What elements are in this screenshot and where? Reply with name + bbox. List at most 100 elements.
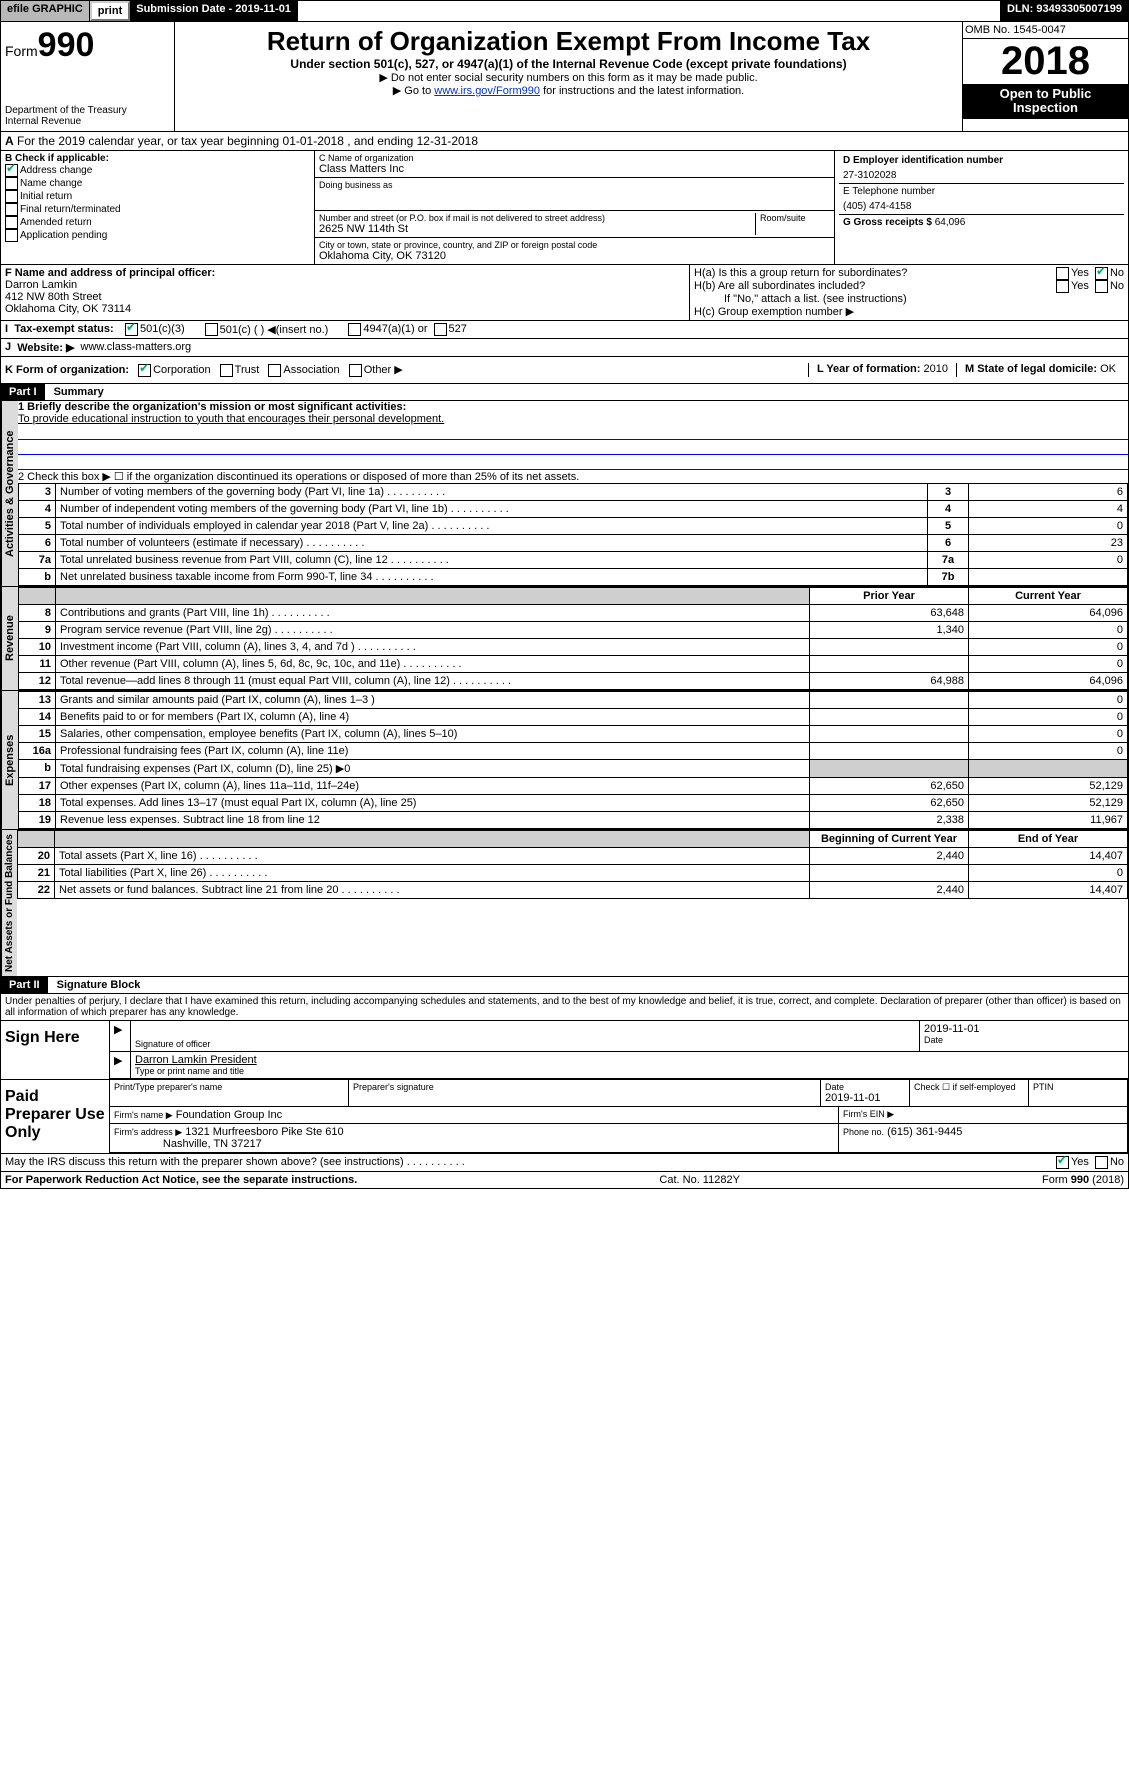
- sign-here-block: Sign Here ▶ Signature of officer 2019-11…: [0, 1021, 1129, 1080]
- website-value: www.class-matters.org: [81, 341, 192, 354]
- dln-label: DLN: 93493305007199: [1001, 1, 1128, 21]
- hb-label: H(b) Are all subordinates included?: [694, 280, 1056, 293]
- officer-addr1: 412 NW 80th Street: [5, 291, 685, 303]
- g-receipts-label: G Gross receipts $: [843, 217, 932, 228]
- checkbox-final-return-terminated[interactable]: Final return/terminated: [5, 203, 310, 216]
- e-phone-label: E Telephone number: [843, 186, 1120, 197]
- org-name: Class Matters Inc: [319, 163, 830, 175]
- ein-value: 27-3102028: [843, 170, 1120, 181]
- officer-addr2: Oklahoma City, OK 73114: [5, 303, 685, 315]
- submission-date-label: Submission Date - 2019-11-01: [130, 1, 298, 21]
- assoc-checkbox[interactable]: [268, 364, 281, 377]
- hb-no-checkbox[interactable]: [1095, 280, 1108, 293]
- dba-label: Doing business as: [319, 180, 830, 190]
- trust-checkbox[interactable]: [220, 364, 233, 377]
- hc-label: H(c) Group exemption number ▶: [694, 305, 1124, 318]
- omb-label: OMB No. 1545-0047: [963, 22, 1128, 39]
- dept-label-1: Department of the Treasury: [5, 105, 170, 116]
- d-ein-label: D Employer identification number: [843, 155, 1120, 166]
- part1-revenue: Revenue Prior YearCurrent Year8Contribut…: [0, 587, 1129, 691]
- submission-date-spacer: [298, 1, 1001, 21]
- ssn-warning: ▶ Do not enter social security numbers o…: [179, 71, 958, 84]
- b-label: B Check if applicable:: [5, 153, 310, 164]
- f-label: F Name and address of principal officer:: [5, 267, 685, 279]
- form-header: Form990 Department of the Treasury Inter…: [0, 22, 1129, 132]
- self-employed-check[interactable]: Check ☐ if self-employed: [910, 1080, 1029, 1106]
- discuss-no-checkbox[interactable]: [1095, 1156, 1108, 1169]
- checkbox-amended-return[interactable]: Amended return: [5, 216, 310, 229]
- checkbox-application-pending[interactable]: Application pending: [5, 229, 310, 242]
- other-checkbox[interactable]: [349, 364, 362, 377]
- perjury-text: Under penalties of perjury, I declare th…: [0, 994, 1129, 1021]
- mission-text: To provide educational instruction to yo…: [18, 413, 1128, 425]
- form-title: Return of Organization Exempt From Incom…: [179, 26, 958, 57]
- part1-header: Part I Summary: [0, 384, 1129, 401]
- firm-name: Foundation Group Inc: [176, 1109, 282, 1121]
- state-domicile: OK: [1100, 363, 1116, 375]
- irs-link[interactable]: www.irs.gov/Form990: [434, 85, 540, 97]
- dept-label-2: Internal Revenue: [5, 116, 170, 127]
- section-a-taxyear: A For the 2019 calendar year, or tax yea…: [0, 132, 1129, 151]
- street-address: 2625 NW 114th St: [319, 223, 755, 235]
- sign-here-label: Sign Here: [1, 1021, 110, 1079]
- vtab-revenue: Revenue: [1, 587, 18, 690]
- part1-governance: Activities & Governance 1 Briefly descri…: [0, 401, 1129, 587]
- firm-phone: (615) 361-9445: [887, 1126, 962, 1138]
- q2-text: 2 Check this box ▶ ☐ if the organization…: [18, 470, 1128, 483]
- ha-yes-checkbox[interactable]: [1056, 267, 1069, 280]
- phone-value: (405) 474-4158: [843, 201, 1120, 212]
- may-discuss-row: May the IRS discuss this return with the…: [0, 1154, 1129, 1172]
- paid-preparer-block: Paid Preparer Use Only Print/Type prepar…: [0, 1080, 1129, 1154]
- city-label: City or town, state or province, country…: [319, 240, 830, 250]
- typed-name: Darron Lamkin President: [135, 1054, 1124, 1066]
- section-j: J Website: ▶ www.class-matters.org: [0, 339, 1129, 357]
- checkbox-address-change[interactable]: Address change: [5, 164, 310, 177]
- hb-note: If "No," attach a list. (see instruction…: [724, 293, 1124, 305]
- 4947-checkbox[interactable]: [348, 323, 361, 336]
- sig-officer-label: Signature of officer: [135, 1039, 915, 1049]
- part1-expenses: Expenses 13Grants and similar amounts pa…: [0, 691, 1129, 830]
- ha-label: H(a) Is this a group return for subordin…: [694, 267, 1056, 280]
- room-label: Room/suite: [760, 213, 830, 223]
- year-formation: 2010: [924, 363, 948, 375]
- ha-no-checkbox[interactable]: [1095, 267, 1108, 280]
- firm-addr2: Nashville, TN 37217: [163, 1138, 262, 1150]
- footer-row: For Paperwork Reduction Act Notice, see …: [0, 1172, 1129, 1189]
- print-button[interactable]: print: [90, 1, 130, 21]
- checkbox-name-change[interactable]: Name change: [5, 177, 310, 190]
- tax-year: 2018: [963, 39, 1128, 84]
- sig-date: 2019-11-01: [924, 1023, 1124, 1035]
- goto-line: ▶ Go to www.irs.gov/Form990 for instruct…: [179, 84, 958, 97]
- section-i: I Tax-exempt status: 501(c)(3) 501(c) ( …: [0, 321, 1129, 339]
- 527-checkbox[interactable]: [434, 323, 447, 336]
- 501c3-checkbox[interactable]: [125, 323, 138, 336]
- city-state-zip: Oklahoma City, OK 73120: [319, 250, 830, 262]
- checkbox-initial-return[interactable]: Initial return: [5, 190, 310, 203]
- top-bar: efile GRAPHIC print Submission Date - 20…: [0, 0, 1129, 22]
- corp-checkbox[interactable]: [138, 364, 151, 377]
- gross-receipts: 64,096: [935, 217, 966, 228]
- firm-addr1: 1321 Murfreesboro Pike Ste 610: [185, 1126, 343, 1138]
- part1-netassets: Net Assets or Fund Balances Beginning of…: [0, 830, 1129, 977]
- cat-no: Cat. No. 11282Y: [659, 1174, 740, 1186]
- section-bcd: B Check if applicable: Address changeNam…: [0, 151, 1129, 265]
- discuss-yes-checkbox[interactable]: [1056, 1156, 1069, 1169]
- q1-label: 1 Briefly describe the organization's mi…: [18, 401, 406, 413]
- form-footer: Form 990 (2018): [1042, 1174, 1124, 1186]
- officer-name: Darron Lamkin: [5, 279, 685, 291]
- form-subtitle: Under section 501(c), 527, or 4947(a)(1)…: [179, 57, 958, 71]
- c-name-label: C Name of organization: [319, 153, 830, 163]
- 501c-checkbox[interactable]: [205, 323, 218, 336]
- section-fh: F Name and address of principal officer:…: [0, 265, 1129, 321]
- paid-prep-label: Paid Preparer Use Only: [1, 1080, 110, 1153]
- hb-yes-checkbox[interactable]: [1056, 280, 1069, 293]
- vtab-governance: Activities & Governance: [1, 401, 18, 586]
- efile-label: efile GRAPHIC: [1, 1, 90, 21]
- pp-date: 2019-11-01: [825, 1092, 905, 1104]
- vtab-netassets: Net Assets or Fund Balances: [1, 830, 17, 976]
- k-label: K Form of organization:: [5, 364, 129, 376]
- vtab-expenses: Expenses: [1, 691, 18, 829]
- form-number: Form990: [5, 26, 170, 65]
- section-klm: K Form of organization: Corporation Trus…: [0, 357, 1129, 384]
- addr-label: Number and street (or P.O. box if mail i…: [319, 213, 755, 223]
